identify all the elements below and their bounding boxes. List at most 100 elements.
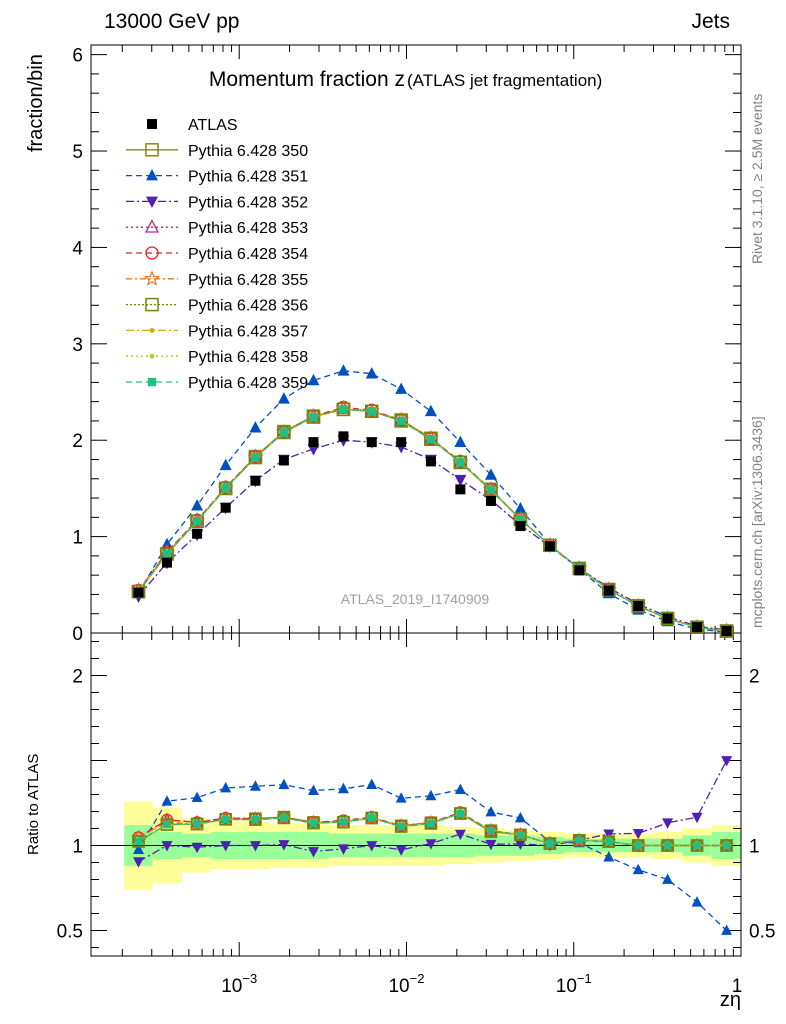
series-1-ratio-point xyxy=(395,792,407,803)
y-tick-label: 0 xyxy=(72,624,83,645)
series-9-point xyxy=(516,515,525,524)
atlas-data-point xyxy=(574,565,585,576)
series-1-point xyxy=(219,458,232,471)
series-2-ratio-point xyxy=(485,839,497,851)
atlas-data-point xyxy=(308,437,319,448)
series-9-ratio-point xyxy=(663,841,672,850)
x-tick-label: 1 xyxy=(732,976,743,997)
atlas-data-point xyxy=(396,437,407,448)
legend-marker xyxy=(147,119,157,129)
x-tick-label: 10−3 xyxy=(221,971,257,997)
series-6-ratio-point xyxy=(132,835,145,848)
series-2-ratio-point xyxy=(278,840,290,851)
series-9-point xyxy=(251,453,260,462)
series-9-ratio-point xyxy=(456,809,465,818)
legend-marker xyxy=(145,297,159,312)
series-9-ratio-point xyxy=(546,839,554,848)
legend-marker xyxy=(149,328,155,333)
series-1-ratio-point xyxy=(249,780,261,791)
series-9-point xyxy=(279,428,289,437)
series-1-ratio-point xyxy=(514,811,526,823)
series-1-point xyxy=(514,502,527,514)
series-1-ratio-point xyxy=(133,843,145,854)
series-9-point xyxy=(309,412,318,422)
y-tick-label: 5 xyxy=(72,142,83,163)
series-9-point xyxy=(162,549,172,559)
atlas-data-point xyxy=(192,528,203,539)
series-2-ratio-point xyxy=(514,839,526,851)
atlas-data-point xyxy=(278,455,289,466)
series-9-point xyxy=(426,435,436,444)
legend-label: ATLAS xyxy=(188,117,238,134)
series-6-ratio-point xyxy=(484,824,498,837)
series-6-ratio-point xyxy=(365,811,378,825)
series-6-point xyxy=(131,584,146,599)
series-9-ratio-point xyxy=(575,836,584,845)
series-9-point xyxy=(456,458,465,467)
legend-label: Pythia 6.428 353 xyxy=(188,220,308,237)
series-1-ratio-point xyxy=(721,924,733,935)
series-6-point xyxy=(719,624,734,638)
series-9-ratio-point xyxy=(134,837,143,846)
header-left: 13000 GeV pp xyxy=(104,10,239,33)
series-2-ratio-point xyxy=(161,841,173,852)
series-6-point xyxy=(190,514,204,528)
series-9-ratio-point xyxy=(193,820,201,828)
atlas-data-point xyxy=(515,521,526,532)
series-9-ratio-point xyxy=(722,841,731,850)
mcplots-label: mcplots.cern.ch [arXiv:1306.3436] xyxy=(749,416,765,628)
atlas-data-point xyxy=(544,541,555,552)
series-2-ratio-point xyxy=(337,844,349,855)
legend-marker xyxy=(144,219,160,233)
series-1-ratio-point xyxy=(485,805,497,817)
legend-label: Pythia 6.428 356 xyxy=(188,298,308,315)
series-1-ratio-point xyxy=(603,851,615,862)
series-9-point xyxy=(367,407,376,416)
series-6-point xyxy=(543,538,557,553)
ratio-y-tick-label: 0.5 xyxy=(57,922,83,943)
series-9-ratio-point xyxy=(634,841,643,850)
series-6-point xyxy=(277,425,291,440)
legend-label: Pythia 6.428 359 xyxy=(188,375,308,392)
x-tick-label: 10−1 xyxy=(556,971,592,997)
series-9-point xyxy=(339,405,348,414)
series-9-ratio-point xyxy=(339,818,348,827)
series-6-point xyxy=(631,599,645,613)
chart-title-sub: (ATLAS jet fragmentation) xyxy=(407,71,602,90)
series-6-point xyxy=(484,482,498,497)
series-2-ratio-point xyxy=(133,857,145,868)
atlas-data-point xyxy=(721,626,732,637)
series-1-point xyxy=(277,392,290,404)
series-6-ratio-point xyxy=(454,807,467,820)
series-2-ratio-line xyxy=(138,760,728,863)
series-2-ratio-point xyxy=(425,839,437,850)
series-9-ratio-point xyxy=(309,819,318,828)
atlas-data-point xyxy=(161,557,172,568)
ratio-y-axis-label: Ratio to ATLAS xyxy=(25,754,42,855)
atlas-data-point xyxy=(485,495,496,506)
series-6-point xyxy=(306,410,321,424)
series-1-ratio-point xyxy=(425,789,437,801)
axes: 10−3 10−2 10−1 1 0 1 2 3 4 5 6 0.5 0.5 1 1 2 2 xyxy=(57,44,775,997)
series-6-point xyxy=(394,414,408,428)
series-9-ratio-point xyxy=(397,822,406,831)
legend-label: Pythia 6.428 357 xyxy=(188,323,308,340)
series-1-ratio-point xyxy=(632,863,644,875)
series-1-ratio-point xyxy=(662,873,674,884)
series-9-ratio-line xyxy=(138,812,727,847)
ratio-plot-frame xyxy=(90,632,742,957)
legend-marker xyxy=(146,196,158,208)
legend-label: Pythia 6.428 351 xyxy=(188,169,308,186)
series-2-ratio-point xyxy=(632,828,644,840)
x-tick-label: 10−2 xyxy=(388,971,424,997)
series-9-ratio-point xyxy=(516,830,525,839)
ratio-y-tick-label: 1 xyxy=(72,837,83,858)
legend-marker xyxy=(146,169,158,181)
series-1-point xyxy=(424,404,437,417)
series-2-ratio-point xyxy=(191,842,203,854)
y-axis-label: fraction/bin xyxy=(25,54,47,152)
series-6-point xyxy=(453,455,468,470)
series-6-point xyxy=(660,611,675,626)
atlas-data-point xyxy=(692,622,703,633)
